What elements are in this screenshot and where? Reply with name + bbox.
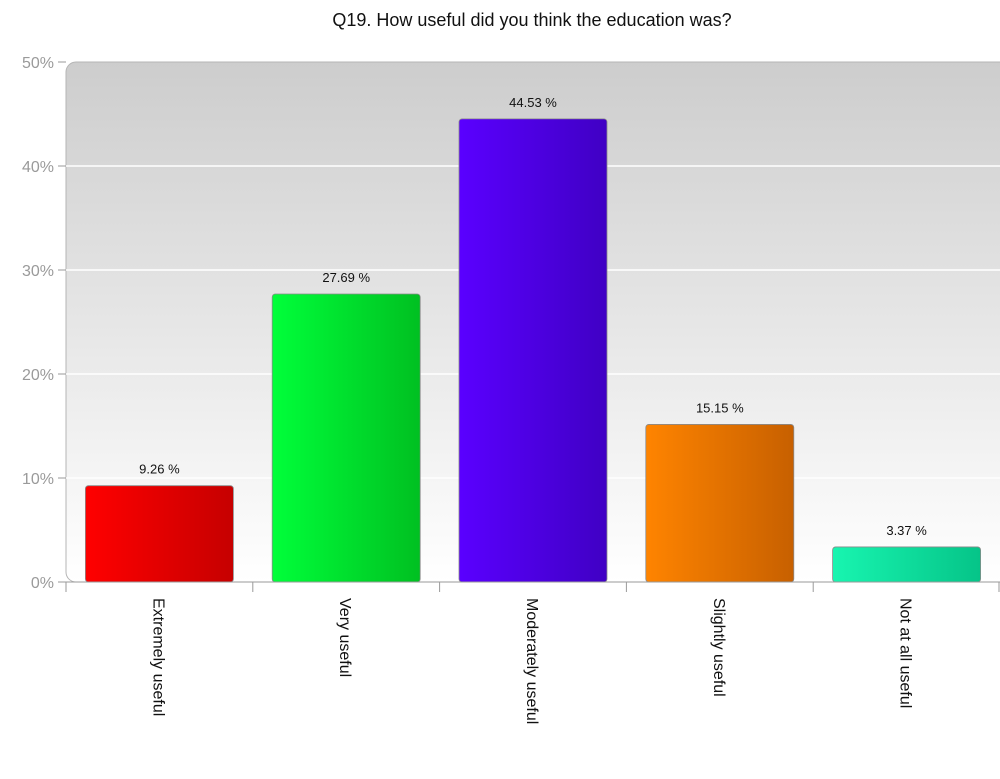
bar-not-at-all-useful bbox=[832, 546, 981, 583]
data-label: 44.53 % bbox=[509, 95, 557, 110]
x-tick-label: Moderately useful bbox=[523, 598, 540, 724]
bar-very-useful bbox=[271, 293, 421, 583]
bar-moderately-useful bbox=[458, 118, 608, 583]
data-label: 15.15 % bbox=[696, 400, 744, 415]
data-label: 9.26 % bbox=[139, 462, 180, 477]
y-tick-label: 20% bbox=[22, 367, 54, 384]
bar-extremely-useful bbox=[85, 485, 234, 583]
x-tick-label: Extremely useful bbox=[149, 598, 166, 716]
y-tick-label: 40% bbox=[22, 159, 54, 176]
x-tick-label: Slightly useful bbox=[710, 598, 727, 697]
y-tick-label: 10% bbox=[22, 471, 54, 488]
bar-slightly-useful bbox=[645, 424, 795, 583]
x-tick-label: Not at all useful bbox=[897, 598, 914, 708]
y-tick-label: 0% bbox=[31, 575, 54, 592]
data-label: 27.69 % bbox=[322, 270, 370, 285]
chart-title: Q19. How useful did you think the educat… bbox=[332, 10, 731, 30]
data-label: 3.37 % bbox=[886, 523, 927, 538]
x-tick-label: Very useful bbox=[336, 598, 353, 677]
y-tick-label: 30% bbox=[22, 263, 54, 280]
y-tick-label: 50% bbox=[22, 55, 54, 72]
